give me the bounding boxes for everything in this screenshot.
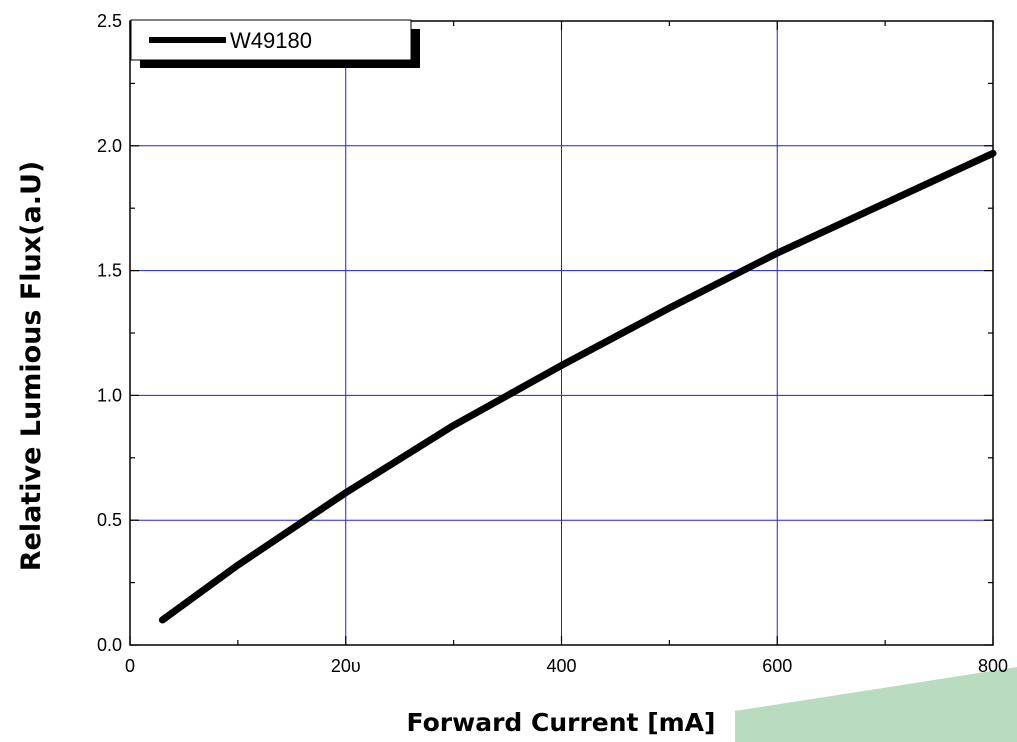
series-group (158, 149, 997, 624)
y-axis-title: Relative Lumious Flux(a.U) (16, 161, 47, 572)
legend: W49180 (130, 19, 420, 68)
y-tick-label: 2.0 (97, 136, 122, 156)
x-tick-labels: 0 20υ 400 600 800 (125, 656, 1008, 676)
y-tick-label: 0.5 (97, 510, 122, 530)
series-line (158, 149, 997, 624)
y-tick-labels: 0.0 0.5 1.0 1.5 2.0 2.5 (97, 11, 122, 655)
x-tick-label: 0 (125, 656, 135, 676)
x-axis-title: Forward Current [mA] (407, 708, 716, 737)
y-tick-label: 2.5 (97, 11, 122, 31)
y-tick-label: 0.0 (97, 635, 122, 655)
y-tick-label: 1.5 (97, 261, 122, 281)
x-tick-label: 20υ (331, 656, 361, 676)
legend-label: W49180 (230, 28, 312, 53)
grid-lines (130, 21, 993, 645)
decorative-green-band (735, 667, 1017, 742)
y-tick-label: 1.0 (97, 385, 122, 405)
x-tick-label: 600 (762, 656, 792, 676)
x-tick-label: 800 (978, 656, 1008, 676)
x-tick-label: 400 (546, 656, 576, 676)
